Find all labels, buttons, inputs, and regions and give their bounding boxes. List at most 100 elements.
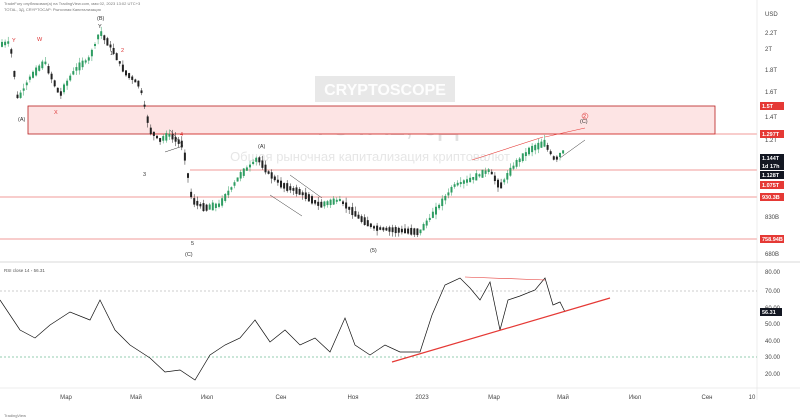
price-tag-bg [760, 130, 784, 138]
candle-body [72, 71, 75, 75]
candle-body [348, 206, 351, 210]
candle-body [397, 227, 400, 233]
candle-body [317, 201, 320, 206]
candle-body [97, 34, 100, 40]
rsi-line [0, 277, 566, 381]
candle-body [202, 203, 205, 212]
candle-body [128, 73, 131, 79]
wave-circle-2 [581, 112, 589, 120]
resistance-zone [27, 105, 716, 135]
wave-label-5-paren: (5) [370, 248, 377, 254]
price-axis[interactable]: 2.2T 2T 1.8T 1.6T 1.4T 1.2T 830B 680B [765, 31, 779, 258]
candle-body [357, 214, 360, 219]
price-tag-bg [760, 193, 784, 201]
candle-body [140, 90, 143, 94]
price-tag-label: 1d 17h [762, 164, 780, 170]
candle-body [35, 67, 38, 76]
candle-body [152, 131, 155, 136]
candle-body [385, 227, 388, 231]
candle-body [187, 173, 189, 178]
candle-body [22, 88, 25, 91]
wave-label-4: 4 [180, 132, 183, 138]
candle-body [292, 188, 295, 191]
candle-body [53, 80, 56, 87]
candle-body [466, 179, 468, 183]
candle-body [462, 180, 465, 184]
wave-label-X: X [54, 110, 58, 116]
wave-label-C-left: (C) [185, 252, 193, 258]
candle-body [487, 169, 490, 173]
candle-body [332, 198, 335, 205]
candle-body [472, 176, 475, 180]
watermark-brand: CRYPTOSCOPE [324, 82, 446, 99]
candle-body [10, 49, 13, 54]
time-axis[interactable]: Мар Май Июл Сен Ноя 2023 Мар Май Июл Сен 10 [60, 394, 756, 401]
candle-body [239, 172, 242, 179]
candle-body [16, 94, 19, 99]
candle-body [112, 47, 115, 54]
price-tag-label: 1.5T [762, 104, 774, 110]
candle-body [546, 145, 549, 150]
rsi-tick-label: 20.00 [765, 372, 781, 378]
wedge-lower [269, 194, 303, 217]
candle-body [137, 80, 140, 87]
candle-body [438, 204, 441, 209]
wave-label-2-circle: 2 [583, 114, 586, 120]
candle-body [351, 207, 354, 216]
rsi-title: RSI close 14 ◦ 56.31 [4, 268, 45, 273]
candle-body [162, 136, 165, 141]
rsi-trend-support [391, 297, 611, 363]
price-tag-label: 1.144T [762, 156, 780, 162]
candle-body [413, 228, 416, 235]
candle-body [456, 182, 459, 186]
wave-label-Y-red: Y [12, 38, 16, 44]
candle-body [4, 41, 7, 46]
candle-body [379, 227, 382, 230]
candle-body [218, 203, 220, 207]
time-tick-label: Май [130, 394, 142, 401]
candle-body [81, 60, 84, 68]
time-tick-label: Мар [488, 395, 500, 401]
candle-body [307, 194, 310, 202]
candle-body [283, 183, 286, 189]
candle-body [382, 227, 385, 231]
candle-body [25, 82, 28, 86]
candle-body [323, 201, 326, 207]
candle-body [174, 136, 177, 142]
candle-body [562, 150, 565, 154]
candle-body [484, 170, 487, 174]
candle-body [490, 171, 493, 175]
candle-body [28, 76, 31, 80]
candle-body [329, 199, 332, 206]
watermark-subtitle: Общая рыночная капитализация криптовалют [230, 149, 510, 164]
candle-body [447, 192, 450, 196]
candle-body [360, 216, 363, 222]
candle-body [118, 61, 121, 64]
candle-body [314, 200, 317, 204]
candle-body [125, 70, 127, 76]
candle-body [224, 193, 227, 201]
rsi-tick-label: 70.00 [765, 289, 781, 295]
candle-body [459, 182, 462, 185]
time-tick-label: Сен [702, 395, 713, 401]
time-tick-label: 2023 [415, 395, 429, 401]
wave-label-Y: Y [98, 24, 102, 30]
candle-body [335, 199, 338, 202]
candle-body [233, 182, 236, 186]
candle-body [450, 186, 453, 193]
candle-body [537, 142, 540, 150]
time-tick-label: Ноя [348, 395, 359, 401]
candle-body [56, 87, 59, 93]
candle-body [121, 64, 124, 72]
candle-body [404, 228, 406, 234]
candle-body [416, 228, 419, 236]
candle-body [63, 84, 65, 93]
candle-body [270, 172, 273, 179]
price-tag-bg [760, 162, 784, 170]
candle-body [304, 192, 307, 200]
candle-body [475, 173, 478, 181]
candle-body [1, 41, 3, 47]
price-tag: 1.075T [760, 181, 784, 189]
